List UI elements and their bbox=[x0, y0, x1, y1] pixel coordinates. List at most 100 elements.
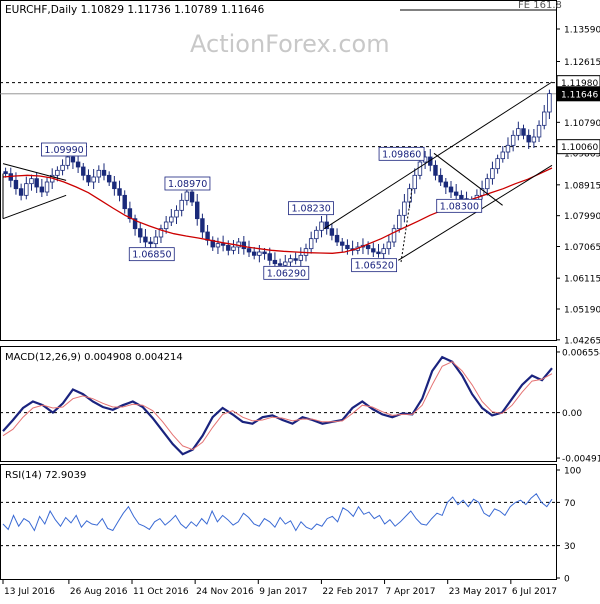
level-label: 1.11646 bbox=[561, 90, 598, 100]
candle-body bbox=[13, 179, 19, 190]
xtick-label: 7 Apr 2017 bbox=[386, 587, 436, 597]
rsi-ytick-label: 100 bbox=[564, 467, 581, 477]
candle-body bbox=[490, 168, 495, 180]
candle-body bbox=[412, 174, 417, 190]
candle-body bbox=[536, 124, 542, 138]
candle-body bbox=[505, 144, 511, 153]
candle-body bbox=[485, 178, 490, 190]
candle-body bbox=[319, 221, 324, 231]
level-label: 1.11980 bbox=[561, 79, 598, 89]
candle-body bbox=[215, 243, 221, 248]
candle-body bbox=[184, 191, 190, 201]
breakout-dotted-line bbox=[400, 188, 413, 263]
candle-body bbox=[262, 251, 267, 255]
candle-body bbox=[459, 194, 464, 200]
price-ytick-label: 1.04265 bbox=[564, 336, 600, 346]
candle-body bbox=[277, 263, 283, 266]
candle-body bbox=[195, 201, 200, 220]
price-annotation-box bbox=[288, 201, 334, 216]
price-annotation-label: 1.06520 bbox=[355, 261, 394, 272]
candle-body bbox=[34, 178, 39, 188]
candle-body bbox=[283, 261, 288, 266]
candle-body bbox=[241, 241, 247, 250]
level-box bbox=[556, 86, 600, 102]
candle-body bbox=[127, 208, 133, 220]
pattern-line-upper bbox=[2, 163, 67, 181]
candle-body bbox=[381, 248, 386, 255]
rsi-line bbox=[2, 493, 553, 532]
xtick-label: 9 Jan 2017 bbox=[259, 587, 307, 597]
candle-body bbox=[91, 176, 96, 183]
candle-body bbox=[531, 136, 537, 143]
price-annotation-label: 1.08970 bbox=[168, 179, 207, 190]
price-ytick-label: 1.12615 bbox=[564, 58, 600, 68]
price-annotation-label: 1.08230 bbox=[291, 204, 330, 215]
candle-body bbox=[39, 186, 45, 193]
xtick-label: 24 Nov 2016 bbox=[196, 587, 254, 597]
xtick-label: 22 Feb 2017 bbox=[322, 587, 378, 597]
candle-body bbox=[44, 181, 50, 193]
price-ytick-label: 1.10790 bbox=[564, 119, 600, 129]
macd-title: MACD(12,26,9) 0.004908 0.004214 bbox=[5, 352, 183, 363]
candle-body bbox=[510, 134, 516, 146]
candle-body bbox=[308, 238, 314, 250]
candle-body bbox=[516, 128, 521, 136]
candle-body bbox=[200, 218, 205, 233]
candle-body bbox=[117, 188, 122, 196]
channel-lower-line bbox=[398, 164, 553, 261]
rsi-layer bbox=[0, 493, 556, 547]
macd-layer bbox=[0, 355, 556, 456]
macd-ytick-label: 0.00 bbox=[562, 409, 582, 419]
symbol-line: EURCHF,Daily 1.10829 1.11736 1.10789 1.1… bbox=[5, 4, 265, 16]
price-annotation-label: 1.09860 bbox=[382, 149, 421, 160]
candle-body bbox=[153, 236, 159, 245]
macd-panel-frame bbox=[0, 346, 557, 462]
xtick-label: 11 Oct 2016 bbox=[133, 587, 189, 597]
candle-body bbox=[179, 199, 184, 211]
price-annotation-label: 1.06290 bbox=[267, 268, 306, 279]
macd-line bbox=[2, 355, 553, 456]
price-ytick-label: 1.07065 bbox=[564, 243, 600, 253]
candle-body bbox=[438, 174, 443, 183]
candle-body bbox=[29, 178, 34, 185]
candle-body bbox=[96, 169, 102, 178]
macd-ytick-label: -0.004916 bbox=[562, 455, 600, 465]
candle-body bbox=[293, 258, 298, 261]
candle-body bbox=[132, 218, 138, 230]
candle-body bbox=[340, 241, 345, 246]
candle-body bbox=[169, 216, 174, 223]
price-ytick-label: 1.06115 bbox=[564, 275, 600, 285]
candle-body bbox=[334, 234, 340, 243]
candle-body bbox=[500, 151, 506, 160]
xtick-label: 6 Jul 2017 bbox=[512, 587, 557, 597]
price-ytick-label: 1.05190 bbox=[564, 306, 600, 316]
candle-body bbox=[272, 259, 278, 265]
candle-body bbox=[81, 166, 86, 176]
candle-body bbox=[189, 191, 195, 203]
candle-body bbox=[521, 128, 526, 136]
candle-body bbox=[391, 228, 397, 243]
candle-body bbox=[407, 188, 412, 203]
candle-body bbox=[495, 158, 500, 170]
rsi-ytick-label: 30 bbox=[564, 542, 576, 552]
candle-body bbox=[417, 161, 423, 176]
price-annotation-box bbox=[41, 142, 87, 157]
swing-line bbox=[433, 152, 503, 206]
candle-body bbox=[163, 221, 169, 230]
candle-body bbox=[70, 156, 76, 163]
candle-body bbox=[246, 248, 252, 253]
macd-ytick-label: 0.006554 bbox=[562, 348, 600, 358]
axis-layer: 1.13590 1.12615 1.11646 1.10790 1.09865 1.089… bbox=[2, 26, 600, 597]
candle-body bbox=[396, 214, 402, 230]
signal-line bbox=[2, 361, 553, 451]
candle-body bbox=[365, 244, 371, 250]
candle-body bbox=[65, 156, 70, 166]
candle-body bbox=[329, 228, 335, 236]
candle-body bbox=[288, 258, 293, 263]
candle-body bbox=[298, 254, 304, 261]
xtick-label: 13 Jul 2016 bbox=[4, 587, 55, 597]
price-annotation-box bbox=[263, 265, 310, 280]
price-ytick-label: 1.07990 bbox=[564, 212, 600, 222]
